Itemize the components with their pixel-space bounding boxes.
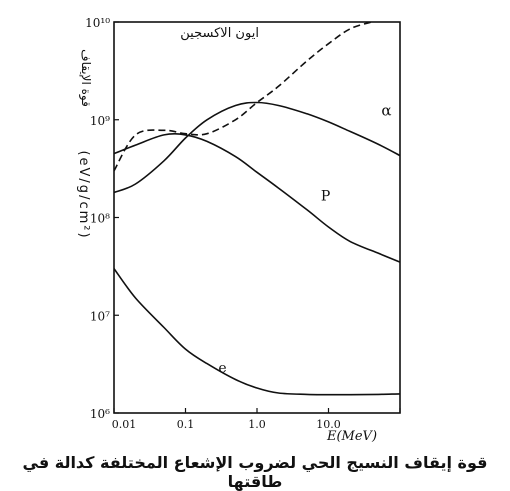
y-tick-label: 10¹⁰	[85, 16, 110, 30]
series-line-2	[114, 268, 400, 396]
series-label-3: ايون الاكسجين	[180, 26, 259, 41]
y-tick-label: 10⁸	[90, 212, 110, 226]
plot-frame	[113, 21, 401, 414]
labels-layer: α Pe ايون الاكسجين	[180, 26, 391, 376]
y-tick-label: 10⁹	[90, 114, 110, 128]
series-label-0: α	[381, 102, 391, 120]
y-tick-label: 10⁷	[90, 309, 110, 323]
x-axis-title: E(MeV)	[326, 429, 377, 444]
y-axis-title-arabic: قوة الإيقاف	[78, 49, 93, 107]
x-tick-label: 0.01	[112, 418, 137, 431]
y-tick-label: 10⁶	[90, 407, 110, 421]
series-layer	[114, 22, 400, 396]
series-line-0	[114, 101, 400, 194]
series-line-3	[114, 22, 372, 172]
x-tick-label: 1.0	[248, 418, 266, 431]
x-tick-label: 0.1	[177, 418, 195, 431]
figure-caption: قوة إيقاف النسيج الحي لضروب الإشعاع المخ…	[22, 453, 488, 491]
series-line-1	[114, 133, 400, 263]
x-tick-label: 10.0	[316, 418, 341, 431]
series-label-2: e	[218, 360, 226, 376]
axis-ticks: 0.01 0.1 1.0 10.0 10⁶ 10⁷ 10⁸ 10⁹ 10¹⁰	[85, 16, 401, 431]
series-label-1: P	[321, 188, 330, 204]
y-axis-title-units: (eV/g/cm²)	[76, 150, 91, 239]
